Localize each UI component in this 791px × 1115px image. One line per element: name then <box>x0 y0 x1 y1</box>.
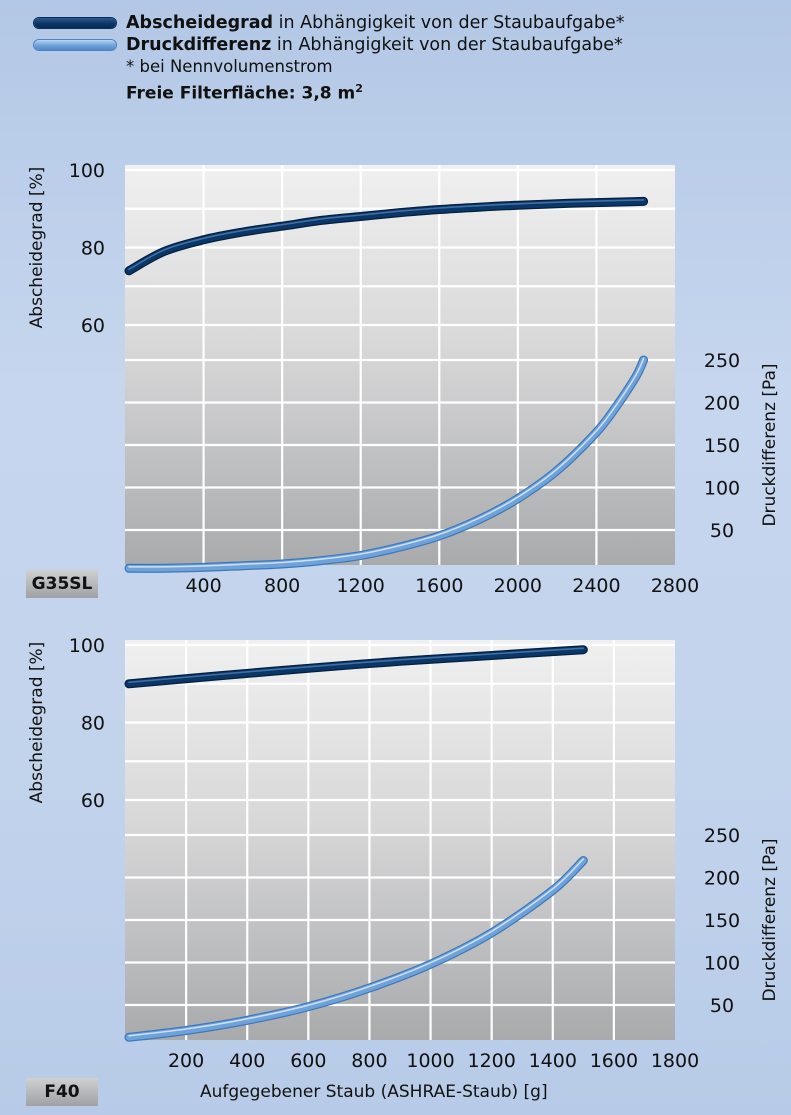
y-right-tick-label: 250 <box>704 350 740 372</box>
y-right-tick-label: 100 <box>704 478 740 500</box>
filter-area-text: Freie Filterfläche: 3,8 m <box>126 84 355 104</box>
x-tick-label: 2800 <box>651 575 699 597</box>
x-tick-label: 1200 <box>467 1050 515 1072</box>
x-tick-label: 800 <box>351 1050 387 1072</box>
x-tick-label: 600 <box>290 1050 326 1072</box>
x-tick-label: 2400 <box>572 575 620 597</box>
x-tick-label: 800 <box>264 575 300 597</box>
y-left-tick-label: 100 <box>69 635 105 657</box>
legend-item-efficiency: Abscheidegrad in Abhängigkeit von der St… <box>34 12 624 34</box>
y-left-axis-title: Abscheidegrad [%] <box>27 167 47 329</box>
y-right-tick-label: 50 <box>710 995 734 1017</box>
filter-area-label: Freie Filterfläche: 3,8 m2 <box>126 78 624 105</box>
x-tick-label: 1600 <box>590 1050 638 1072</box>
y-left-tick-label: 100 <box>69 160 105 182</box>
legend-item-pressure: Druckdifferenz in Abhängigkeit von der S… <box>34 34 624 56</box>
y-left-tick-label: 60 <box>81 315 105 337</box>
y-left-tick-label: 80 <box>81 238 105 260</box>
legend-efficiency-label: Abscheidegrad <box>126 12 273 34</box>
y-right-tick-label: 150 <box>704 435 740 457</box>
x-tick-label: 400 <box>229 1050 265 1072</box>
pressure-line-swatch <box>34 40 116 50</box>
legend-footnote: * bei Nennvolumenstrom <box>126 56 624 78</box>
x-tick-label: 1800 <box>651 1050 699 1072</box>
y-left-tick-label: 80 <box>81 713 105 735</box>
legend-pressure-suffix: in Abhängigkeit von der Staubaufgabe* <box>277 34 623 56</box>
y-right-tick-label: 150 <box>704 910 740 932</box>
chart-tag-f40: F40 <box>26 1078 98 1106</box>
y-right-axis-title: Druckdifferenz [Pa] <box>760 838 780 1001</box>
chart-tag-g35sl: G35SL <box>26 570 98 598</box>
filter-area-superscript: 2 <box>355 82 363 95</box>
y-right-tick-label: 200 <box>704 393 740 415</box>
plot-area <box>125 165 675 565</box>
x-axis-title: Aufgegebener Staub (ASHRAE-Staub) [g] <box>200 1082 548 1102</box>
efficiency-line-swatch <box>34 18 116 28</box>
chart-f40: 60 80 100 50 100 150 250 200 200 400 600 800 1000 120… <box>0 630 791 1075</box>
x-tick-label: 1600 <box>415 575 463 597</box>
x-tick-label: 1000 <box>406 1050 454 1072</box>
y-right-tick-label: 50 <box>710 520 734 542</box>
y-left-axis-title: Abscheidegrad [%] <box>27 642 47 804</box>
chart-g35sl: 60 80 100 50 100 150 250 200 400 800 1200 1600 2000 2… <box>0 155 791 600</box>
legend-efficiency-suffix: in Abhängigkeit von der Staubaufgabe* <box>279 12 625 34</box>
y-right-axis-title: Druckdifferenz [Pa] <box>760 363 780 526</box>
x-tick-label: 2000 <box>494 575 542 597</box>
legend: Abscheidegrad in Abhängigkeit von der St… <box>34 12 624 105</box>
y-left-tick-label: 60 <box>81 790 105 812</box>
y-right-tick-label: 250 <box>704 825 740 847</box>
x-tick-label: 1400 <box>529 1050 577 1072</box>
y-right-tick-label: 200 <box>704 868 740 890</box>
x-tick-label: 200 <box>168 1050 204 1072</box>
y-right-tick-label: 100 <box>704 953 740 975</box>
legend-pressure-label: Druckdifferenz <box>126 34 271 56</box>
x-tick-label: 400 <box>185 575 221 597</box>
x-tick-label: 1200 <box>337 575 385 597</box>
